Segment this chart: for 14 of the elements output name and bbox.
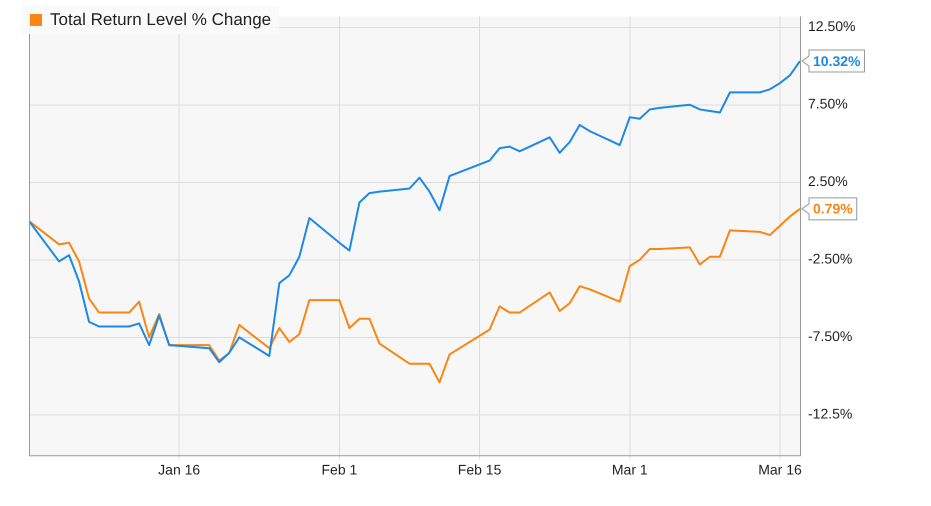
x-tick-label: Feb 15 — [458, 461, 502, 478]
x-tick-label: Mar 16 — [758, 461, 802, 478]
y-tick-label: 12.50% — [808, 18, 856, 34]
y-tick-label: -2.50% — [808, 250, 852, 267]
x-tick-label: Jan 16 — [158, 461, 200, 478]
y-tick-label: 2.50% — [808, 173, 848, 190]
x-tick-label: Feb 1 — [321, 461, 358, 478]
legend-label: Total Return Level % Change — [50, 10, 272, 30]
data-label: 0.79% — [813, 200, 854, 217]
x-tick-label: Mar 1 — [612, 461, 648, 478]
y-tick-label: -12.5% — [808, 406, 852, 422]
y-tick-label: 7.50% — [808, 96, 848, 112]
data-label: 10.32% — [813, 52, 862, 69]
y-tick-label: -7.50% — [808, 328, 852, 344]
